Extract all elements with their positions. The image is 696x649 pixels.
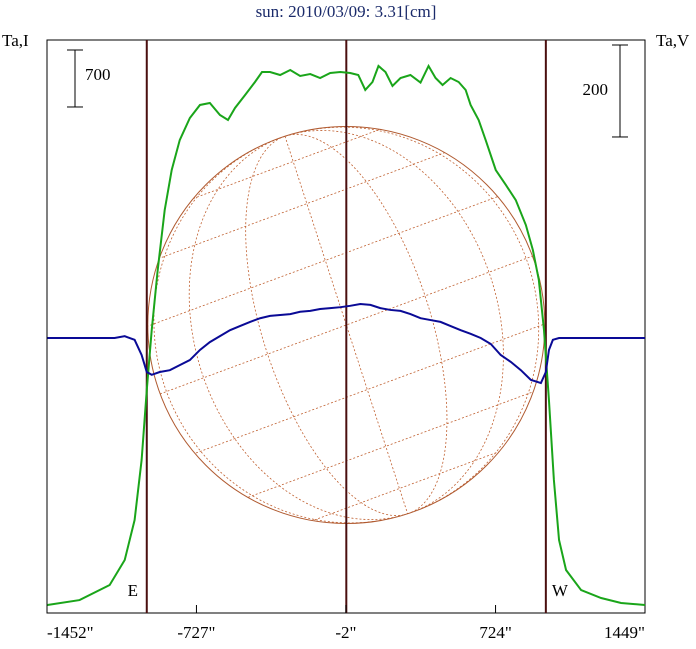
data-line (47, 302, 645, 385)
parallel (120, 134, 494, 273)
limb-label: E (128, 581, 138, 600)
scale-label: 200 (583, 80, 609, 99)
chart-title: sun: 2010/03/09: 3.31[cm] (256, 2, 437, 21)
meridian (284, 126, 540, 515)
data-line (47, 63, 646, 607)
y2-axis-label: Ta,V (656, 31, 690, 50)
meridian (153, 135, 408, 524)
x-tick-label: 724" (479, 623, 511, 642)
parallel (106, 92, 480, 231)
x-tick-label: -727" (177, 623, 215, 642)
solar-grid (106, 92, 586, 558)
parallel (212, 419, 586, 558)
x-tick-label: -1452" (47, 623, 94, 642)
limb-label: W (552, 581, 569, 600)
x-tick-label: -2" (335, 623, 356, 642)
x-tick-label: 1449" (604, 623, 645, 642)
parallel (199, 377, 573, 516)
y-axis-label: Ta,I (2, 31, 29, 50)
scale-label: 700 (85, 65, 111, 84)
meridian (188, 135, 408, 520)
meridian (284, 130, 504, 515)
